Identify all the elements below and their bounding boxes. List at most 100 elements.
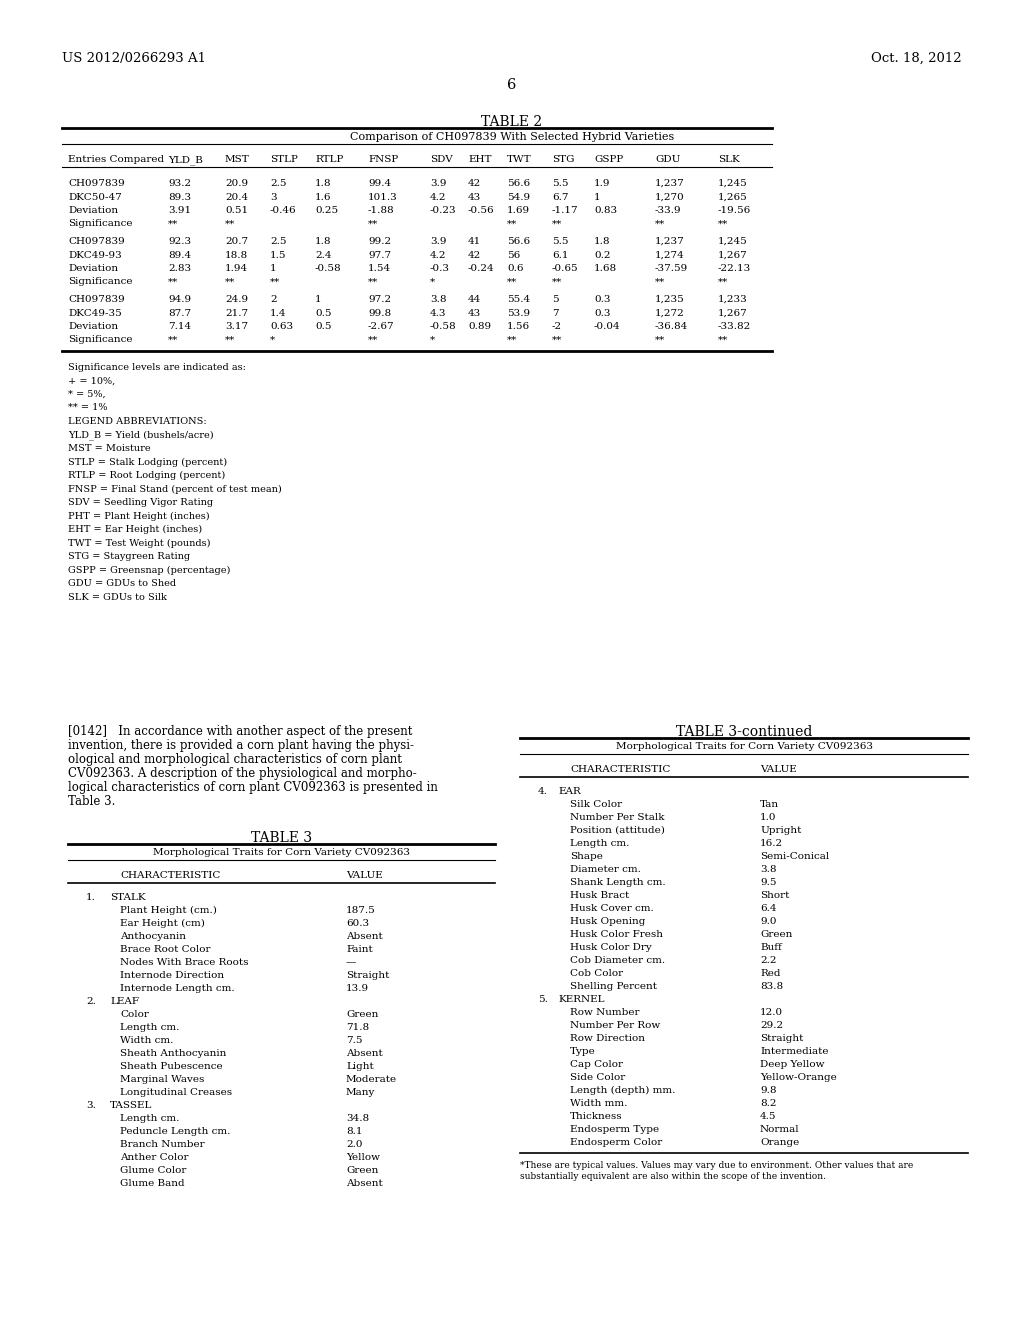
Text: PHT = Plant Height (inches): PHT = Plant Height (inches) — [68, 511, 210, 520]
Text: Length cm.: Length cm. — [570, 840, 630, 847]
Text: 1,272: 1,272 — [655, 309, 685, 318]
Text: -0.23: -0.23 — [430, 206, 457, 215]
Text: 1,233: 1,233 — [718, 294, 748, 304]
Text: 3.8: 3.8 — [430, 294, 446, 304]
Text: 55.4: 55.4 — [507, 294, 530, 304]
Text: TABLE 2: TABLE 2 — [481, 115, 543, 129]
Text: Deviation: Deviation — [68, 264, 118, 273]
Text: **: ** — [168, 219, 178, 228]
Text: Significance: Significance — [68, 335, 132, 345]
Text: 18.8: 18.8 — [225, 251, 248, 260]
Text: 24.9: 24.9 — [225, 294, 248, 304]
Text: EAR: EAR — [558, 787, 581, 796]
Text: 2.5: 2.5 — [270, 238, 287, 246]
Text: SDV: SDV — [430, 154, 453, 164]
Text: EHT: EHT — [468, 154, 492, 164]
Text: Color: Color — [120, 1010, 148, 1019]
Text: **: ** — [552, 335, 562, 345]
Text: [0142]   In accordance with another aspect of the present: [0142] In accordance with another aspect… — [68, 725, 413, 738]
Text: Green: Green — [346, 1166, 379, 1175]
Text: 2.2: 2.2 — [760, 956, 776, 965]
Text: 4.3: 4.3 — [430, 309, 446, 318]
Text: 8.2: 8.2 — [760, 1100, 776, 1107]
Text: **: ** — [718, 219, 728, 228]
Text: 3.8: 3.8 — [760, 865, 776, 874]
Text: 7: 7 — [552, 309, 559, 318]
Text: -33.82: -33.82 — [718, 322, 752, 331]
Text: Deviation: Deviation — [68, 206, 118, 215]
Text: 0.6: 0.6 — [507, 264, 523, 273]
Text: 1,267: 1,267 — [718, 309, 748, 318]
Text: 92.3: 92.3 — [168, 238, 191, 246]
Text: 0.5: 0.5 — [315, 322, 332, 331]
Text: 29.2: 29.2 — [760, 1020, 783, 1030]
Text: YLD_B: YLD_B — [168, 154, 203, 165]
Text: **: ** — [718, 335, 728, 345]
Text: -0.24: -0.24 — [468, 264, 495, 273]
Text: 20.9: 20.9 — [225, 180, 248, 187]
Text: GSPP = Greensnap (percentage): GSPP = Greensnap (percentage) — [68, 565, 230, 574]
Text: 2.: 2. — [86, 997, 96, 1006]
Text: Table 3.: Table 3. — [68, 795, 116, 808]
Text: 34.8: 34.8 — [346, 1114, 369, 1123]
Text: LEAF: LEAF — [110, 997, 139, 1006]
Text: 99.4: 99.4 — [368, 180, 391, 187]
Text: **: ** — [270, 277, 281, 286]
Text: 1.56: 1.56 — [507, 322, 530, 331]
Text: 53.9: 53.9 — [507, 309, 530, 318]
Text: 0.83: 0.83 — [594, 206, 617, 215]
Text: 1,237: 1,237 — [655, 180, 685, 187]
Text: SDV = Seedling Vigor Rating: SDV = Seedling Vigor Rating — [68, 498, 213, 507]
Text: Brace Root Color: Brace Root Color — [120, 945, 211, 954]
Text: 83.8: 83.8 — [760, 982, 783, 991]
Text: Entries Compared: Entries Compared — [68, 154, 164, 164]
Text: TABLE 3: TABLE 3 — [251, 832, 312, 845]
Text: 93.2: 93.2 — [168, 180, 191, 187]
Text: 1.54: 1.54 — [368, 264, 391, 273]
Text: **: ** — [225, 335, 236, 345]
Text: 4.5: 4.5 — [760, 1111, 776, 1121]
Text: —: — — [346, 958, 356, 968]
Text: Length (depth) mm.: Length (depth) mm. — [570, 1086, 676, 1096]
Text: -1.88: -1.88 — [368, 206, 394, 215]
Text: Red: Red — [760, 969, 780, 978]
Text: 56: 56 — [507, 251, 520, 260]
Text: 60.3: 60.3 — [346, 919, 369, 928]
Text: Ear Height (cm): Ear Height (cm) — [120, 919, 205, 928]
Text: 0.3: 0.3 — [594, 294, 610, 304]
Text: Green: Green — [760, 931, 793, 939]
Text: 0.2: 0.2 — [594, 251, 610, 260]
Text: Internode Direction: Internode Direction — [120, 972, 224, 979]
Text: -36.84: -36.84 — [655, 322, 688, 331]
Text: Orange: Orange — [760, 1138, 800, 1147]
Text: Comparison of CH097839 With Selected Hybrid Varieties: Comparison of CH097839 With Selected Hyb… — [350, 132, 674, 143]
Text: 87.7: 87.7 — [168, 309, 191, 318]
Text: Husk Bract: Husk Bract — [570, 891, 630, 900]
Text: logical characteristics of corn plant CV092363 is presented in: logical characteristics of corn plant CV… — [68, 781, 438, 795]
Text: CV092363. A description of the physiological and morpho-: CV092363. A description of the physiolog… — [68, 767, 417, 780]
Text: **: ** — [718, 277, 728, 286]
Text: STG = Staygreen Rating: STG = Staygreen Rating — [68, 552, 190, 561]
Text: TWT: TWT — [507, 154, 531, 164]
Text: 1: 1 — [315, 294, 322, 304]
Text: Absent: Absent — [346, 1049, 383, 1059]
Text: 1,270: 1,270 — [655, 193, 685, 202]
Text: 3.9: 3.9 — [430, 180, 446, 187]
Text: 1.9: 1.9 — [594, 180, 610, 187]
Text: Anthocyanin: Anthocyanin — [120, 932, 186, 941]
Text: **: ** — [225, 277, 236, 286]
Text: CHARACTERISTIC: CHARACTERISTIC — [570, 766, 671, 774]
Text: 42: 42 — [468, 251, 481, 260]
Text: 1,237: 1,237 — [655, 238, 685, 246]
Text: 1,274: 1,274 — [655, 251, 685, 260]
Text: 0.51: 0.51 — [225, 206, 248, 215]
Text: Upright: Upright — [760, 826, 802, 836]
Text: 56.6: 56.6 — [507, 180, 530, 187]
Text: Silk Color: Silk Color — [570, 800, 623, 809]
Text: Husk Opening: Husk Opening — [570, 917, 645, 927]
Text: Husk Color Dry: Husk Color Dry — [570, 942, 651, 952]
Text: -1.17: -1.17 — [552, 206, 579, 215]
Text: 44: 44 — [468, 294, 481, 304]
Text: 9.8: 9.8 — [760, 1086, 776, 1096]
Text: **: ** — [168, 335, 178, 345]
